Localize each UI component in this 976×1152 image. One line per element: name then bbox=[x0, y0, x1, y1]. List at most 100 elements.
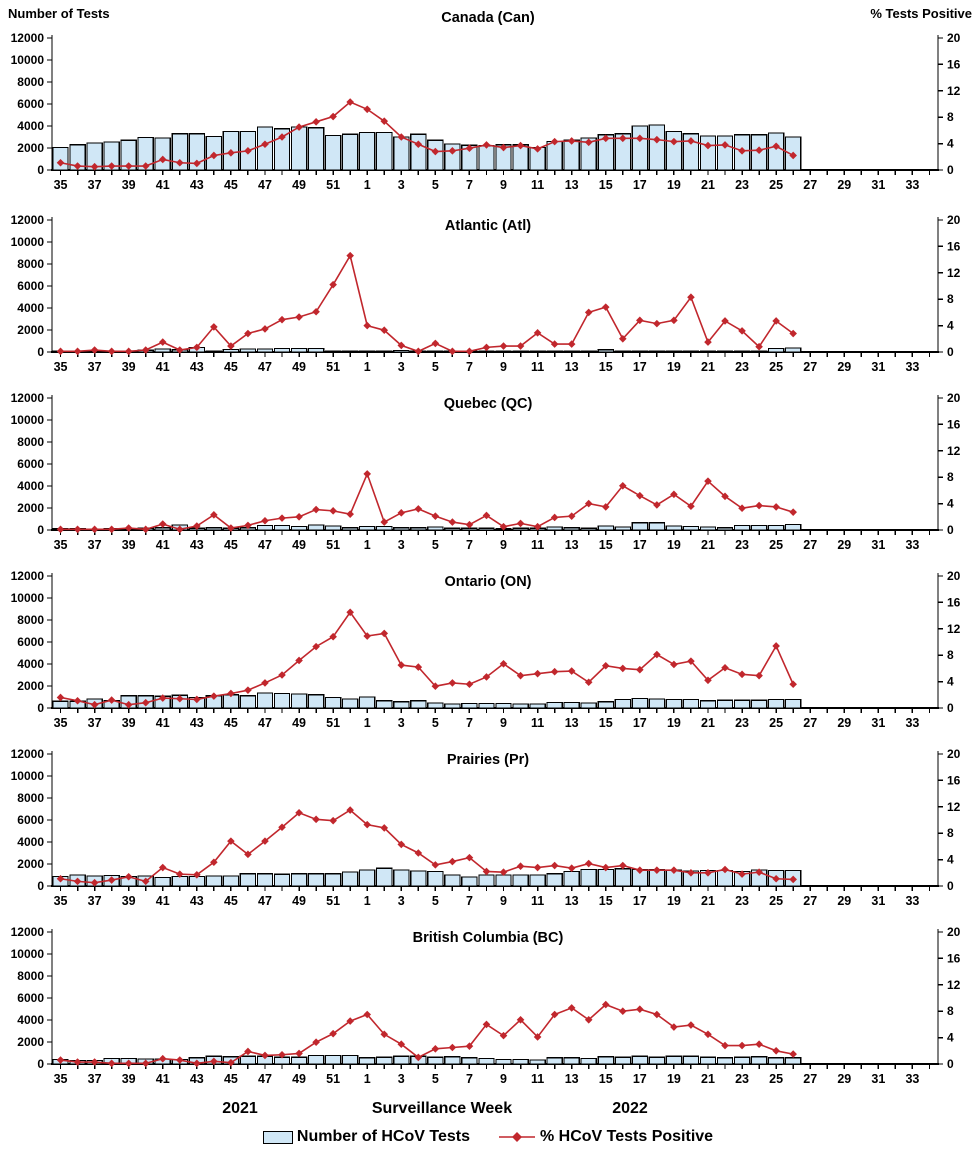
week-label: 47 bbox=[258, 1072, 272, 1086]
week-label: 43 bbox=[190, 360, 204, 374]
bar bbox=[580, 868, 597, 887]
week-label: 3 bbox=[398, 178, 405, 192]
bar bbox=[597, 1056, 614, 1065]
diamond-marker bbox=[601, 1000, 610, 1009]
bar bbox=[171, 875, 188, 887]
bar bbox=[614, 350, 631, 353]
bar bbox=[324, 696, 342, 709]
bar bbox=[716, 350, 734, 353]
diamond-marker bbox=[261, 516, 269, 525]
panel-bc: British Columbia (BC)0200040006000800010… bbox=[11, 925, 961, 1086]
diamond-marker bbox=[329, 816, 337, 825]
bar bbox=[784, 1057, 802, 1065]
diamond-marker bbox=[329, 280, 337, 289]
diamond-marker bbox=[738, 870, 746, 878]
panel-atl: Atlantic (Atl)02000400060008000100001200… bbox=[11, 213, 961, 374]
diamond-marker bbox=[636, 866, 644, 874]
diamond-marker bbox=[772, 142, 780, 151]
bar bbox=[750, 350, 768, 353]
diamond-marker bbox=[738, 327, 746, 335]
week-label: 11 bbox=[531, 178, 544, 192]
bar bbox=[376, 350, 393, 353]
week-label: 19 bbox=[667, 894, 681, 908]
week-label: 45 bbox=[224, 894, 238, 908]
left-tick-label: 2000 bbox=[17, 323, 44, 337]
week-label: 21 bbox=[701, 538, 715, 552]
bar bbox=[410, 527, 427, 531]
diamond-marker bbox=[448, 857, 457, 866]
diamond-marker bbox=[465, 520, 474, 529]
week-label: 5 bbox=[432, 1072, 439, 1086]
week-label: 51 bbox=[326, 1072, 340, 1086]
week-label: 41 bbox=[156, 360, 170, 374]
week-label: 43 bbox=[190, 894, 204, 908]
diamond-marker bbox=[601, 134, 610, 143]
bar bbox=[495, 874, 512, 887]
diamond-marker bbox=[90, 700, 99, 709]
left-tick-label: 4000 bbox=[17, 657, 44, 671]
diamond-marker bbox=[567, 864, 576, 872]
bar bbox=[546, 526, 563, 531]
diamond-marker bbox=[687, 1021, 695, 1029]
week-label: 29 bbox=[837, 894, 851, 908]
week-label: 43 bbox=[190, 1072, 204, 1086]
diamond-marker bbox=[141, 525, 150, 534]
diamond-marker bbox=[755, 671, 763, 680]
left-tick-label: 6000 bbox=[17, 813, 44, 827]
bar bbox=[52, 700, 69, 709]
week-label: 45 bbox=[224, 178, 238, 192]
week-label: 1 bbox=[364, 1072, 371, 1086]
diamond-marker bbox=[653, 650, 661, 659]
diamond-marker bbox=[73, 347, 82, 356]
week-label: 31 bbox=[871, 360, 885, 374]
bar bbox=[393, 527, 410, 531]
diamond-marker bbox=[175, 158, 184, 167]
bar bbox=[427, 350, 444, 353]
bar bbox=[324, 134, 342, 171]
diamond-marker bbox=[244, 147, 252, 155]
bar bbox=[324, 350, 342, 353]
bar bbox=[273, 692, 291, 709]
x-axis-row: 2021 Surveillance Week 2022 bbox=[0, 1100, 976, 1126]
week-label: 31 bbox=[871, 716, 885, 730]
week-label: 15 bbox=[599, 1072, 613, 1086]
bar bbox=[290, 126, 308, 171]
week-label: 29 bbox=[837, 1072, 851, 1086]
diamond-marker bbox=[482, 511, 491, 520]
week-label: 35 bbox=[54, 894, 68, 908]
bar bbox=[767, 524, 785, 531]
bar bbox=[614, 526, 631, 531]
week-label: 5 bbox=[432, 360, 439, 374]
diamond-marker bbox=[567, 1004, 576, 1012]
diamond-marker bbox=[158, 338, 167, 346]
bar bbox=[733, 524, 751, 531]
bar bbox=[444, 703, 461, 709]
diamond-marker bbox=[124, 347, 133, 356]
diamond-marker bbox=[789, 875, 797, 884]
diamond-marker bbox=[636, 316, 644, 325]
week-label: 17 bbox=[633, 1072, 647, 1086]
week-label: 9 bbox=[500, 716, 507, 730]
week-label: 51 bbox=[326, 178, 340, 192]
diamond-marker bbox=[618, 335, 627, 343]
diamond-marker bbox=[261, 325, 269, 333]
week-label: 21 bbox=[701, 178, 715, 192]
panel-title-on: Ontario (ON) bbox=[445, 574, 532, 590]
bar bbox=[154, 527, 171, 531]
bars bbox=[52, 867, 802, 887]
bar bbox=[597, 701, 614, 709]
diamond-marker bbox=[670, 316, 678, 325]
diamond-marker bbox=[516, 342, 525, 350]
week-label: 19 bbox=[667, 716, 681, 730]
bar bbox=[359, 869, 376, 887]
left-tick-label: 4000 bbox=[17, 119, 44, 133]
right-tick-label: 8 bbox=[947, 648, 954, 662]
diamond-marker bbox=[755, 342, 763, 351]
diamond-marker bbox=[329, 1029, 337, 1038]
diamond-marker bbox=[465, 680, 474, 689]
diamond-marker bbox=[380, 1030, 389, 1039]
diamond-marker bbox=[550, 340, 559, 348]
diamond-marker bbox=[193, 522, 201, 530]
week-label: 39 bbox=[122, 1072, 136, 1086]
week-label: 13 bbox=[565, 360, 579, 374]
